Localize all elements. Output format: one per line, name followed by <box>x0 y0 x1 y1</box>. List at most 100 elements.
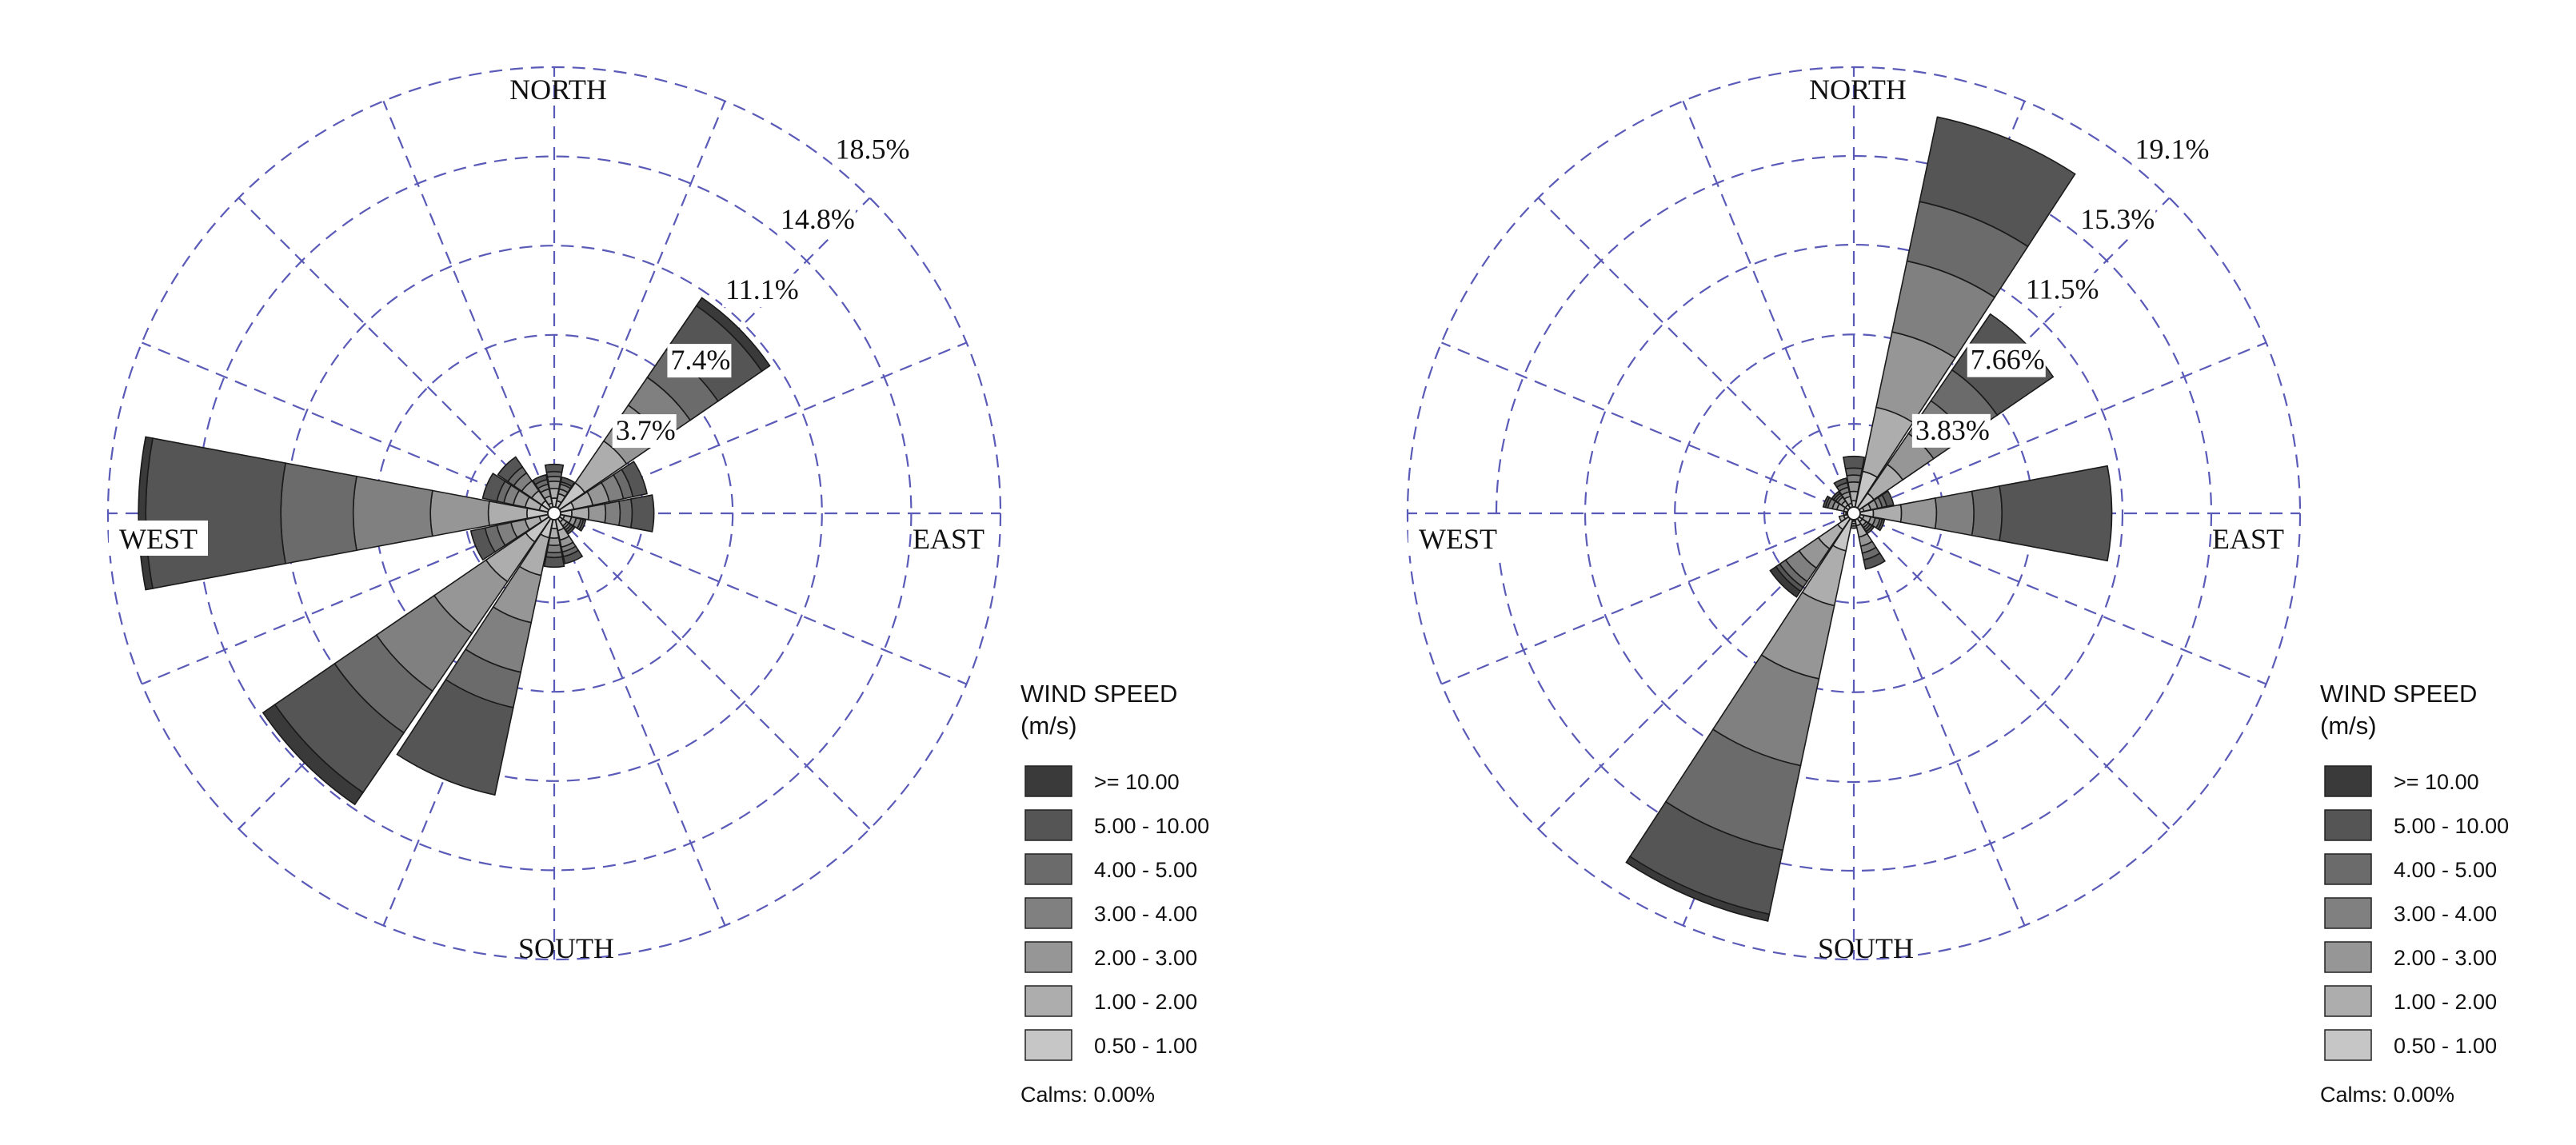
petal-WSW-bin-1 <box>469 527 497 561</box>
petal-ESE-bin-1 <box>1877 518 1886 532</box>
rose-center <box>547 506 561 521</box>
petal-N-bin-4 <box>547 481 561 490</box>
ring-label: 7.4% <box>667 344 732 378</box>
legend-item: 4.00 - 5.00 <box>1024 853 1197 885</box>
ring-label: 14.8% <box>777 203 856 237</box>
petal-WNW-bin-1 <box>481 472 506 502</box>
ring-label: 15.3% <box>2077 202 2156 237</box>
petal-S-bin-4 <box>547 537 561 546</box>
svg-text:7.4%: 7.4% <box>670 344 730 376</box>
legend-label: 3.00 - 4.00 <box>1094 902 1197 926</box>
svg-text:7.66%: 7.66% <box>1971 344 2045 376</box>
petal-N-bin-4 <box>1847 481 1861 493</box>
petal-W-bin-1 <box>145 437 286 589</box>
north-label: NORTH <box>509 74 607 106</box>
legend-item: 3.00 - 4.00 <box>2324 897 2497 929</box>
grid-spoke <box>1853 513 2171 830</box>
petal-SSE-bin-1 <box>562 549 584 565</box>
legend-label: 1.00 - 2.00 <box>2394 990 2497 1014</box>
wind-rose-right: 3.83% 7.66% 11.5% 15.3% 19.1% NORTH SOUTH WE… <box>1406 66 2509 1107</box>
legend-title: WIND SPEED <box>2320 680 2477 708</box>
legend-item: 5.00 - 10.00 <box>2324 809 2509 841</box>
legend-label: 4.00 - 5.00 <box>1094 858 1197 882</box>
legend-label: 2.00 - 3.00 <box>1094 946 1197 970</box>
legend-item: 0.50 - 1.00 <box>1024 1029 1197 1061</box>
north-label: NORTH <box>1809 74 1907 106</box>
west-label: WEST <box>109 521 208 556</box>
petal-W-bin-2 <box>280 462 357 565</box>
legend-label: >= 10.00 <box>1094 770 1180 794</box>
calms-label: Calms: 0.00% <box>1020 1083 1155 1107</box>
legend-swatch <box>2324 941 2372 973</box>
petal-E-bin-1 <box>1999 465 2113 562</box>
svg-text:WEST: WEST <box>1419 523 1497 555</box>
ring-label: 7.66% <box>1967 343 2046 377</box>
ring-labels: 3.83% 7.66% 11.5% 15.3% 19.1% <box>1911 133 2211 448</box>
grid-spoke <box>1852 513 2026 926</box>
south-label: SOUTH <box>1818 932 1914 964</box>
petal-ENE-bin-1 <box>1881 490 1895 508</box>
ring-label: 19.1% <box>2131 133 2211 167</box>
petal-ESE-bin-1 <box>578 518 587 533</box>
legend-label: 4.00 - 5.00 <box>2394 858 2497 882</box>
legend-units: (m/s) <box>2320 712 2377 740</box>
svg-text:3.83%: 3.83% <box>1915 414 1990 446</box>
legend-label: 0.50 - 1.00 <box>2394 1034 2497 1058</box>
petal-WNW-bin-1 <box>1822 495 1831 509</box>
legend-item: 0.50 - 1.00 <box>2324 1029 2497 1061</box>
grid-spoke <box>1537 197 1855 514</box>
legend-swatch <box>2324 765 2372 797</box>
legend-item: 2.00 - 3.00 <box>1024 941 1197 973</box>
petal-SW-bin-0 <box>262 704 364 806</box>
legend-swatch <box>2324 809 2372 841</box>
grid-spoke <box>553 513 726 926</box>
grid-spoke <box>1441 512 1855 685</box>
rose-center <box>1847 506 1861 521</box>
grid-spoke <box>382 101 556 514</box>
grid-spoke <box>1853 512 2266 685</box>
petal-S-bin-3 <box>1850 525 1858 529</box>
petal-E-bin-4 <box>587 503 607 524</box>
calms-label: Calms: 0.00% <box>2320 1083 2454 1107</box>
grid-spoke <box>553 513 871 830</box>
svg-text:19.1%: 19.1% <box>2135 133 2210 165</box>
svg-text:15.3%: 15.3% <box>2080 203 2155 235</box>
petal-N-bin-2 <box>1844 467 1863 477</box>
petal-E-bin-4 <box>1899 497 1938 529</box>
east-label: EAST <box>913 523 984 555</box>
rose-petals <box>138 297 771 806</box>
petal-SSW-bin-0 <box>1625 856 1771 922</box>
legend-swatch <box>1024 765 1072 797</box>
legend-swatch <box>1024 897 1072 929</box>
legend-units: (m/s) <box>1020 712 1077 740</box>
petal-SSE-bin-1 <box>1863 552 1887 570</box>
svg-text:14.8%: 14.8% <box>781 203 855 235</box>
legend-swatch <box>1024 985 1072 1017</box>
petal-NW-bin-1 <box>497 456 524 483</box>
legend-item: 1.00 - 2.00 <box>1024 985 1197 1017</box>
grid-spoke <box>553 512 967 685</box>
legend-label: 0.50 - 1.00 <box>1094 1034 1197 1058</box>
legend-item: 2.00 - 3.00 <box>2324 941 2497 973</box>
petal-E-bin-1 <box>629 494 655 533</box>
legend-label: 1.00 - 2.00 <box>1094 990 1197 1014</box>
ring-label: 3.7% <box>612 414 677 449</box>
legend-item: 1.00 - 2.00 <box>2324 985 2497 1017</box>
legend-swatch <box>1024 941 1072 973</box>
svg-text:WEST: WEST <box>119 523 198 555</box>
legend-swatch <box>2324 853 2372 885</box>
grid-spoke <box>553 101 726 514</box>
petal-E-bin-3 <box>604 500 621 527</box>
legend-item: >= 10.00 <box>2324 765 2479 797</box>
legend-item: 3.00 - 4.00 <box>1024 897 1197 929</box>
legend-swatch <box>1024 853 1072 885</box>
petal-ENE-bin-1 <box>621 461 648 498</box>
petal-SW-bin-0 <box>1769 565 1802 598</box>
legend-swatch <box>2324 985 2372 1017</box>
grid-ring <box>1584 243 2124 784</box>
legend-swatch <box>1024 1029 1072 1061</box>
grid-spoke <box>1682 101 1855 514</box>
petal-S-bin-3 <box>546 544 562 554</box>
svg-text:18.5%: 18.5% <box>836 133 910 165</box>
legend-label: 3.00 - 4.00 <box>2394 902 2497 926</box>
